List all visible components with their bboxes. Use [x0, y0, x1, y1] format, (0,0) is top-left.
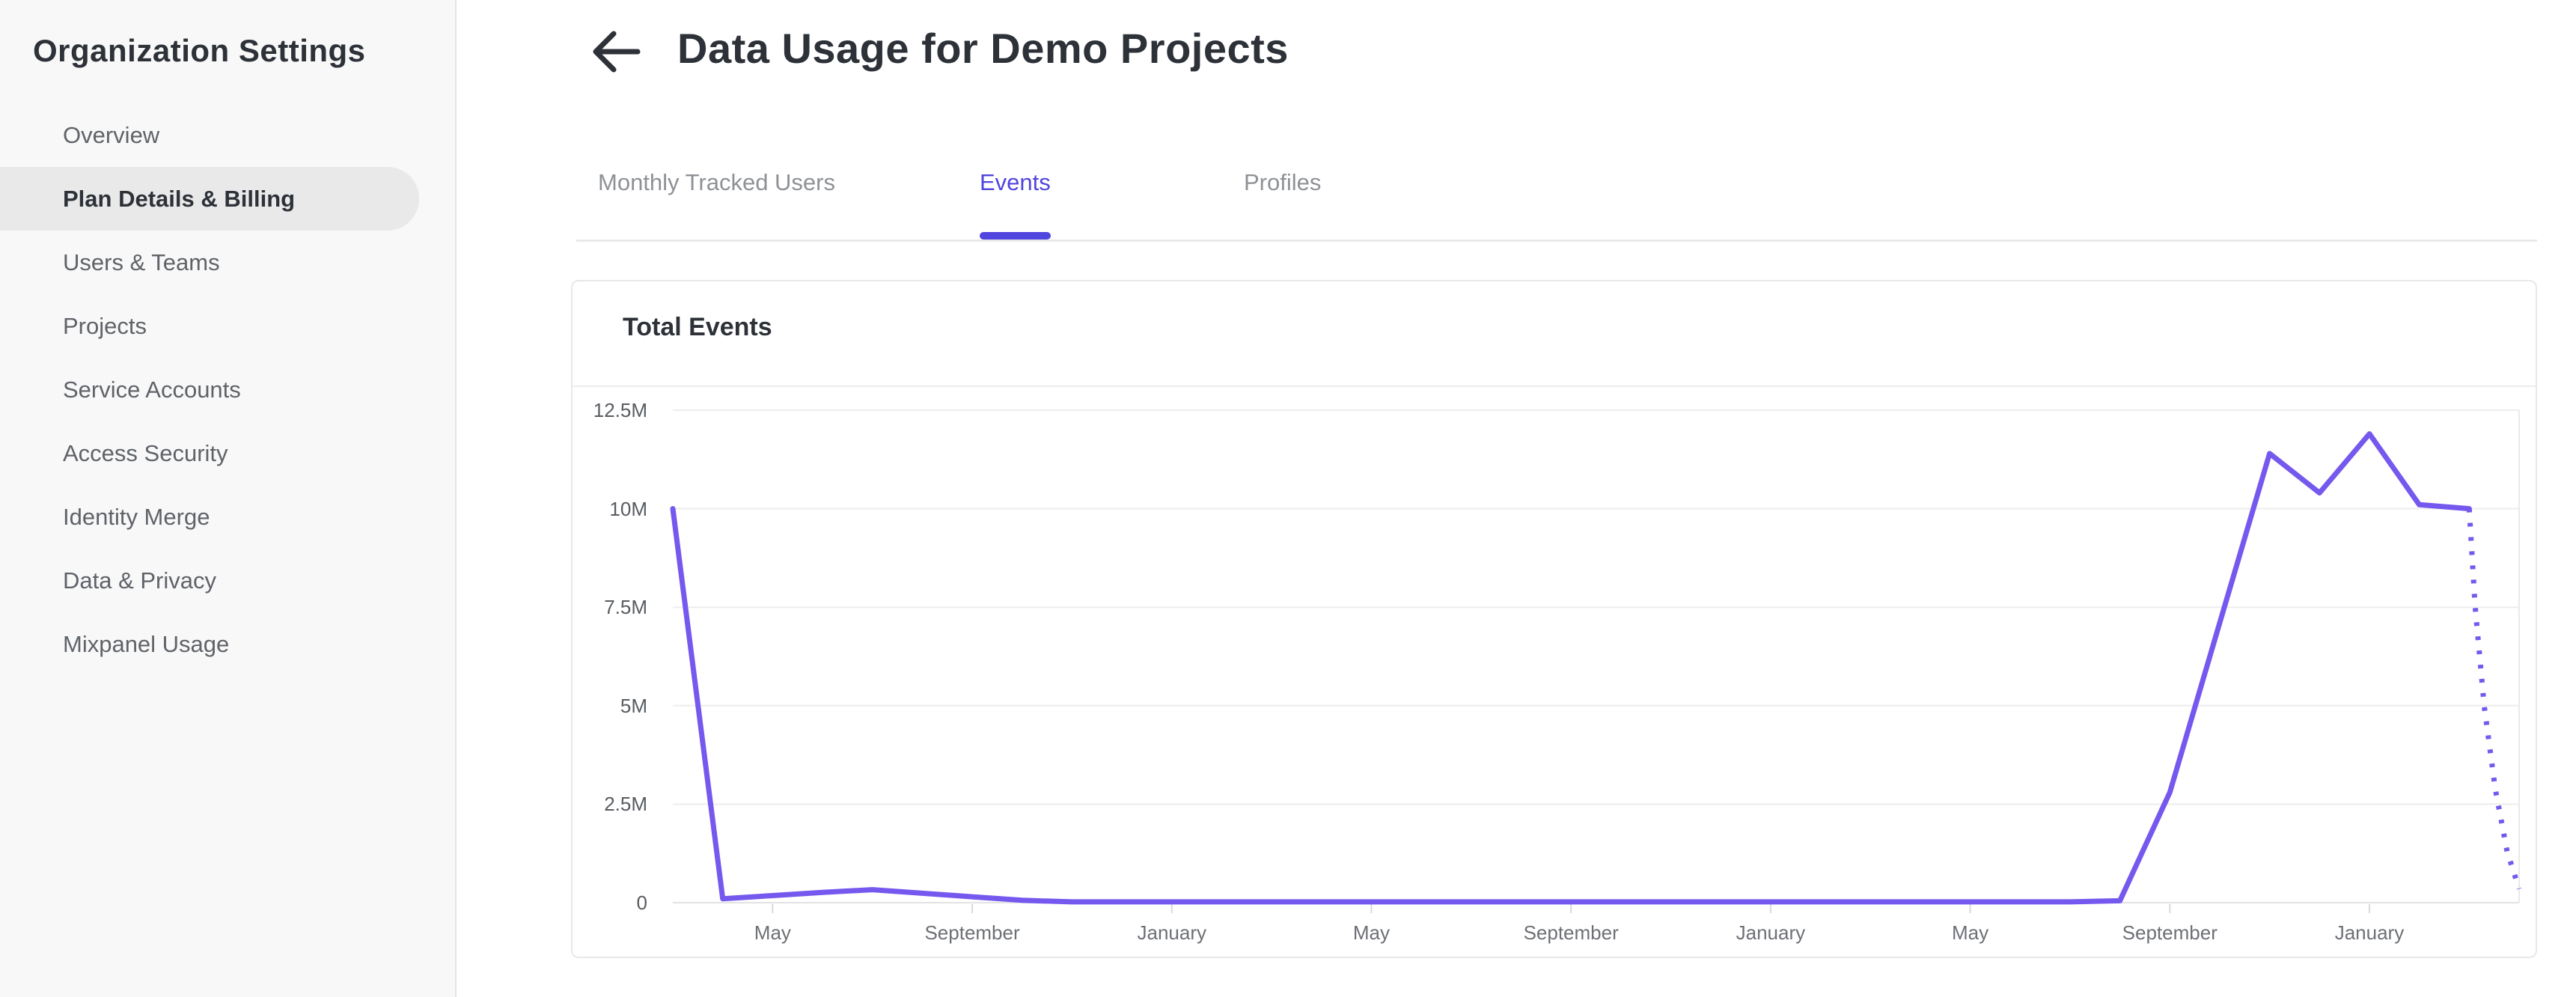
sidebar-item-overview[interactable]: Overview	[63, 121, 160, 148]
chart-card-title: Total Events	[623, 313, 772, 341]
main-content: Data Usage for Demo Projects Monthly Tra…	[457, 0, 2576, 997]
tab-monthly-tracked-users[interactable]: Monthly Tracked Users	[598, 169, 835, 195]
back-button[interactable]	[585, 24, 648, 81]
x-axis-label: May	[1952, 921, 1989, 944]
sidebar-item-access-security[interactable]: Access Security	[63, 439, 228, 466]
sidebar-item-users-teams[interactable]: Users & Teams	[63, 249, 220, 275]
x-axis-label: May	[1352, 921, 1391, 944]
chart-plot	[670, 409, 2522, 913]
x-axis-label: January	[1736, 921, 1806, 944]
series-line-projected	[2466, 508, 2522, 890]
x-axis-label: January	[1137, 921, 1207, 944]
x-axis-label: January	[2334, 921, 2405, 944]
x-axis-label: September	[1523, 921, 1619, 944]
sidebar-item-data-privacy[interactable]: Data & Privacy	[63, 567, 217, 594]
arrow-left-icon	[585, 23, 648, 82]
tabs-divider	[576, 240, 2537, 242]
x-axis-label: May	[754, 921, 791, 944]
chart-card-divider	[573, 385, 2536, 387]
sidebar-title: Organization Settings	[33, 33, 366, 68]
tab-events[interactable]: Events	[980, 160, 1051, 240]
chart-card: Total Events 0 2.5M 5M 7.5M 10M 12.5M May Septe…	[571, 280, 2537, 958]
y-axis-label: 10M	[609, 497, 647, 520]
y-axis-label: 5M	[620, 694, 647, 717]
x-axis-label: September	[924, 921, 1020, 944]
y-axis-label: 12.5M	[593, 399, 647, 421]
y-axis-label: 7.5M	[604, 596, 647, 619]
page-title: Data Usage for Demo Projects	[677, 25, 1289, 72]
sidebar-item-service-accounts[interactable]: Service Accounts	[63, 376, 241, 403]
y-axis-label: 2.5M	[604, 793, 647, 816]
series-line	[670, 431, 2472, 905]
sidebar-item-identity-merge[interactable]: Identity Merge	[63, 503, 210, 530]
x-axis-label: September	[2122, 921, 2218, 944]
sidebar: Organization Settings Overview Plan Deta…	[0, 0, 457, 997]
sidebar-item-projects[interactable]: Projects	[63, 312, 147, 339]
tab-profiles[interactable]: Profiles	[1244, 169, 1322, 195]
sidebar-item-plan-details-billing[interactable]: Plan Details & Billing	[0, 167, 419, 231]
y-axis-label: 0	[636, 891, 647, 914]
sidebar-nav: Overview Plan Details & Billing Users & …	[0, 103, 455, 676]
sidebar-item-mixpanel-usage[interactable]: Mixpanel Usage	[63, 630, 230, 657]
